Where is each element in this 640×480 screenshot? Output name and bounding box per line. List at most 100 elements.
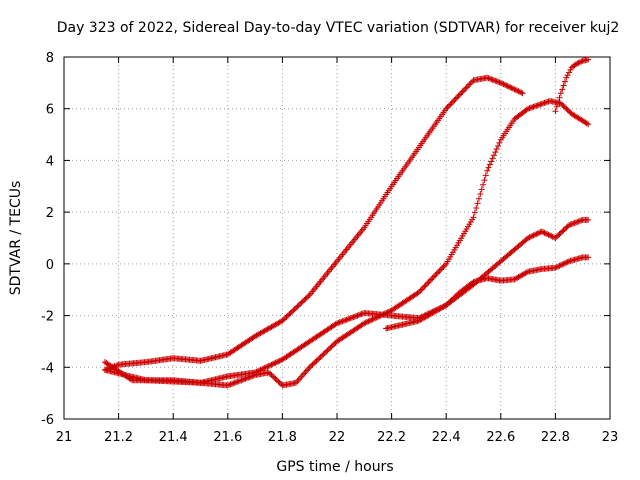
- data-point: [574, 60, 581, 67]
- data-point: [265, 362, 272, 369]
- data-point: [489, 155, 496, 162]
- data-point: [444, 104, 451, 111]
- data-point: [313, 357, 320, 364]
- data-point: [496, 79, 503, 86]
- data-point: [564, 72, 571, 79]
- data-point: [279, 317, 286, 324]
- data-point: [256, 367, 263, 374]
- data-point: [470, 214, 477, 221]
- data-point: [448, 297, 455, 304]
- data-point: [545, 231, 552, 238]
- data-point: [261, 364, 268, 371]
- series-track-3: [101, 216, 592, 386]
- data-point: [559, 261, 566, 268]
- data-point: [237, 377, 244, 384]
- data-point: [481, 177, 488, 184]
- y-tick-label: 6: [46, 103, 54, 118]
- data-point: [295, 302, 302, 309]
- data-point: [418, 286, 425, 293]
- data-point: [473, 205, 480, 212]
- data-point: [346, 315, 353, 322]
- data-point: [258, 366, 265, 373]
- data-point: [477, 191, 484, 198]
- data-point: [557, 90, 564, 97]
- data-point: [516, 88, 523, 95]
- data-point: [305, 365, 312, 372]
- data-point: [493, 78, 500, 85]
- data-point: [268, 372, 275, 379]
- data-point: [415, 289, 422, 296]
- data-point: [567, 221, 574, 228]
- data-point: [312, 359, 319, 366]
- data-point: [278, 381, 285, 388]
- data-point: [505, 83, 512, 90]
- data-point: [273, 359, 280, 366]
- data-point: [546, 232, 553, 239]
- data-point: [559, 101, 566, 108]
- data-point: [471, 209, 478, 216]
- data-point: [585, 216, 592, 223]
- data-point: [525, 235, 532, 241]
- data-point: [271, 374, 278, 381]
- data-point: [265, 369, 272, 376]
- data-point: [496, 139, 503, 146]
- data-point: [576, 59, 583, 66]
- data-point: [267, 362, 274, 369]
- data-point: [548, 233, 555, 240]
- x-tick-label: 22.6: [486, 430, 515, 445]
- data-point: [585, 121, 592, 128]
- series-track-4: [383, 254, 592, 332]
- data-point: [578, 217, 585, 224]
- data-point: [452, 95, 459, 102]
- data-point: [230, 380, 237, 387]
- data-point: [325, 346, 332, 353]
- data-point: [508, 85, 515, 92]
- data-point: [489, 76, 496, 83]
- x-axis-ticks: 21 21.2 21.4 21.6 21.8 22 22.2 22.4 22.6 22.8 23: [56, 57, 619, 445]
- data-point: [490, 152, 497, 159]
- data-point: [309, 361, 316, 368]
- data-point: [495, 142, 502, 149]
- y-axis-ticks: -6 -4 -2 0 2 4 6 8: [41, 51, 610, 428]
- data-point: [301, 370, 308, 377]
- data-point: [428, 276, 435, 283]
- data-point: [492, 77, 499, 84]
- data-point: [467, 80, 474, 87]
- data-point: [459, 88, 466, 95]
- data-point: [493, 146, 500, 153]
- data-point: [567, 66, 574, 73]
- data-point: [561, 225, 568, 232]
- data-point: [560, 260, 567, 267]
- data-point: [559, 228, 566, 235]
- data-point: [443, 105, 450, 112]
- data-point: [571, 220, 578, 227]
- data-point: [332, 321, 339, 328]
- x-tick-label: 22: [329, 430, 346, 445]
- data-point: [430, 273, 437, 280]
- data-point: [458, 90, 465, 97]
- data-point: [556, 94, 563, 101]
- data-point: [544, 231, 551, 238]
- data-point: [276, 379, 283, 386]
- data-point: [235, 378, 242, 385]
- data-point: [272, 375, 279, 382]
- x-tick-label: 23: [602, 430, 619, 445]
- data-point: [585, 254, 592, 261]
- data-point: [295, 376, 302, 383]
- data-point: [553, 233, 560, 240]
- data-marks: [101, 56, 592, 389]
- data-point: [454, 291, 461, 298]
- data-point: [293, 379, 300, 386]
- data-point: [272, 359, 279, 366]
- data-point: [499, 80, 506, 87]
- data-point: [444, 300, 451, 307]
- data-point: [435, 269, 442, 276]
- data-point: [566, 108, 573, 115]
- data-point: [303, 294, 310, 301]
- data-point: [575, 218, 582, 225]
- data-point: [557, 229, 564, 236]
- y-tick-label: -4: [41, 361, 54, 376]
- data-point: [417, 287, 424, 294]
- data-point: [114, 362, 121, 369]
- data-point: [526, 234, 533, 241]
